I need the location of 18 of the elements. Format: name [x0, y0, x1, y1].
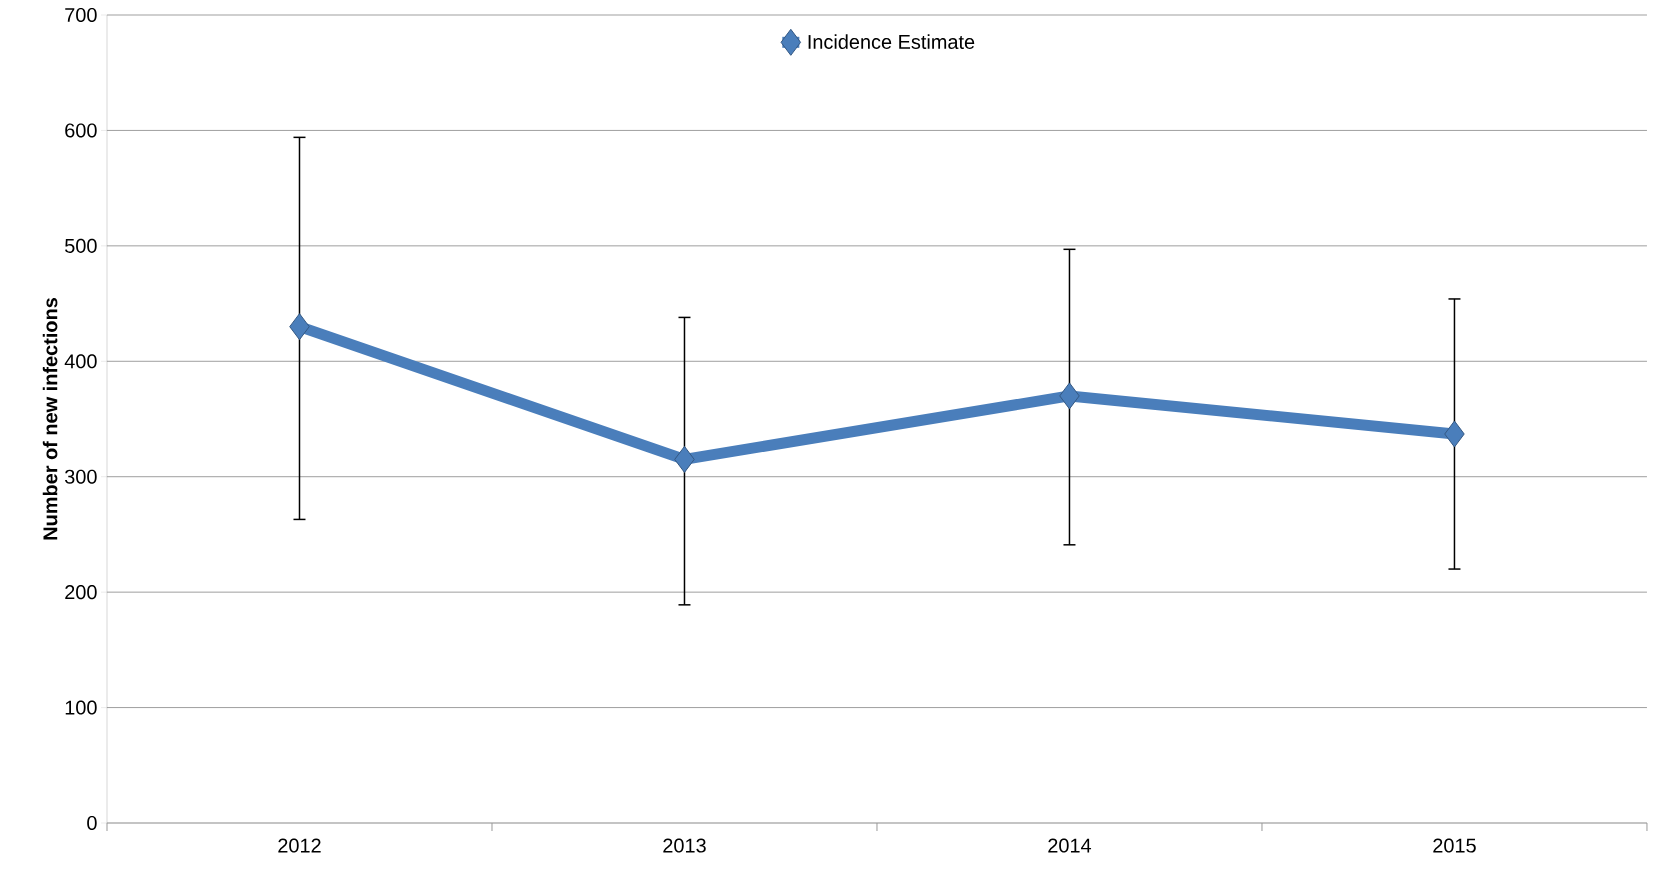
y-tick-label: 300 [65, 469, 97, 484]
x-tick-label: 2015 [1433, 838, 1476, 853]
point [674, 445, 695, 473]
x-tick-label: 2012 [278, 838, 321, 853]
y-tick-label: 500 [65, 238, 97, 253]
y-tick-label: 200 [65, 585, 97, 600]
point [1444, 420, 1465, 448]
legend-label: Incidence Estimate [808, 34, 975, 49]
point [289, 313, 310, 341]
y-tick-label: 400 [64, 354, 97, 369]
x-tick-label: 2014 [1048, 838, 1092, 853]
y-tick-label: 700 [65, 7, 97, 23]
x-tick-label: 2013 [663, 838, 706, 853]
y-tick-label: 100 [65, 700, 97, 715]
y-tick-label: 0 [87, 815, 97, 831]
y-axis-title: Number of new infections [42, 298, 58, 540]
y-tick-label: 600 [65, 123, 97, 138]
point [1059, 382, 1080, 410]
